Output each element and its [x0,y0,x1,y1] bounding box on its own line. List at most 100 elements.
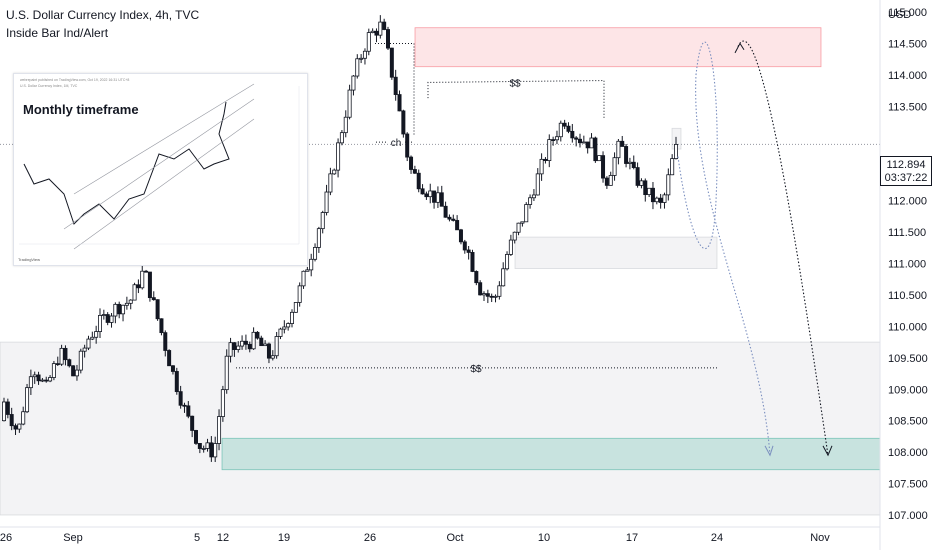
inset-channel-high [73,83,255,195]
projection-path-1 [677,41,771,456]
candle-up [524,204,529,223]
candle-up [505,254,510,270]
monthly-inset-chart: webrepaint published on TradingView.com,… [13,73,308,266]
liquidity-line-top [427,80,605,119]
candle-up [343,116,348,134]
y-tick-label: 108.500 [888,416,928,428]
candle-down [401,110,406,135]
candle-down [136,284,141,289]
candle-down [232,342,237,350]
candle-up [581,141,586,144]
last-price-value: 112.894 [886,159,926,171]
candle-down [243,340,248,345]
x-tick-label: 26 [0,532,12,544]
candle-down [197,443,202,449]
candle-up [40,379,45,382]
candle-down [382,21,387,30]
candle-up [608,175,613,186]
candle-up [493,295,498,298]
y-tick-label: 112.000 [888,196,927,208]
candle-down [462,241,467,251]
candle-up [516,222,521,233]
last-price-label: 112.894 03:37:22 [880,156,932,186]
candle-down [635,167,640,186]
candle-up [101,314,106,316]
candle-down [167,350,172,367]
candle-up [366,32,371,52]
candle-down [447,216,452,220]
candle-up [48,377,53,382]
y-tick-label: 109.500 [888,353,928,365]
inset-logo: TradingView [18,257,41,262]
candle-up [2,401,7,422]
candle-down [593,137,598,162]
candle-up [666,174,671,196]
candle-up [531,194,536,199]
candle-down [566,125,571,132]
candle-down [9,414,14,427]
candle-down [144,270,149,273]
candle-down [44,379,49,382]
candle-up [554,136,559,141]
candle-up [286,323,291,328]
candle-up [355,58,360,77]
y-tick-label: 110.000 [888,321,927,333]
candle-down [631,161,636,168]
candle-down [71,365,76,377]
candle-down [474,271,479,284]
candle-up [654,197,659,203]
candle-up [278,328,283,337]
y-tick-label: 109.000 [888,384,928,396]
x-tick-label: Sep [63,532,83,544]
indicator-label[interactable]: Inside Bar Ind/Alert [6,26,109,40]
candle-up [501,268,506,287]
candle-up [647,187,652,196]
candle-down [117,303,122,315]
candle-up [616,140,621,159]
candle-down [466,249,471,253]
candle-up [220,389,225,417]
candle-down [159,318,164,334]
candle-up [320,212,325,230]
candle-down [182,404,187,407]
candle-up [113,303,118,317]
candle-down [570,130,575,139]
candle-down [604,177,609,186]
candle-down [458,229,463,243]
candle-down [36,374,41,382]
inset-subheader: U.S. Dollar Currency Index, 1M, TVC [20,84,78,88]
liquidity-label-top: $$ [509,78,521,89]
candle-up [94,331,99,338]
candle-up [539,158,544,175]
candle-down [470,252,475,272]
x-tick-label: Oct [446,532,463,544]
candle-up [481,293,486,296]
inset-channel-low [63,98,255,230]
projection-arrow-1 [764,445,774,457]
x-tick-label: 12 [217,532,229,544]
candle-up [121,304,126,315]
candle-up [289,311,294,324]
candle-down [551,139,556,141]
x-tick-label: 19 [278,532,290,544]
candle-down [574,137,579,140]
candle-down [255,331,260,339]
candle-up [78,350,83,371]
candle-up [274,336,279,357]
candle-up [293,302,298,313]
candle-down [190,415,195,431]
candle-up [520,221,525,224]
x-tick-label: 10 [538,532,550,544]
candle-up [25,387,30,413]
candle-down [405,133,410,158]
choch-label: ch [391,138,402,149]
candle-up [228,342,233,357]
candle-down [147,271,152,299]
candle-up [213,443,218,458]
candle-down [451,218,456,221]
candle-down [397,94,402,112]
candle-down [163,332,168,351]
candle-up [124,302,129,306]
candle-down [151,297,156,301]
